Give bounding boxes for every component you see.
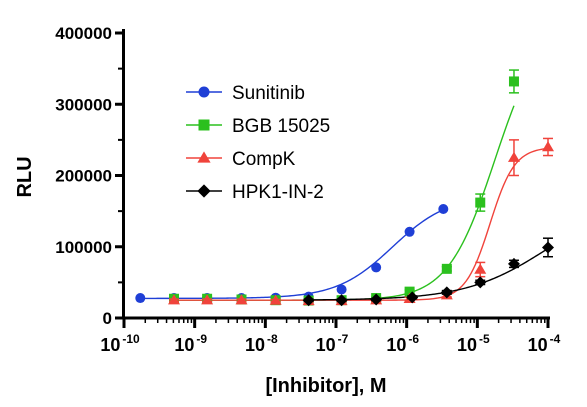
legend-marker — [198, 119, 210, 131]
x-tick-label: 10 -7 — [316, 332, 349, 355]
data-point — [404, 226, 415, 237]
x-axis-label: [Inhibitor], M — [265, 375, 386, 397]
data-point — [135, 293, 146, 304]
y-tick-label: 100000 — [55, 238, 112, 257]
legend-label: CompK — [232, 149, 296, 170]
legend: Sunitinib BGB 15025 CompK HPK1-IN-2 — [186, 83, 330, 203]
y-tick-label: 200000 — [55, 167, 112, 186]
legend-label: Sunitinib — [232, 83, 305, 104]
data-point — [235, 294, 248, 305]
data-point — [475, 197, 486, 208]
data-point — [404, 286, 415, 297]
data-point — [201, 294, 214, 305]
data-point — [336, 284, 347, 295]
fit-curve — [174, 105, 515, 301]
data-point — [371, 262, 382, 273]
axes: 0 100000 200000 300000 400000 10 -10 10 -9 10 -8 10… — [55, 24, 560, 355]
legend-marker — [197, 151, 211, 163]
fit-curve — [174, 147, 549, 301]
fit-curves — [140, 105, 549, 301]
data-point — [542, 141, 554, 152]
data-point — [168, 294, 181, 305]
y-tick-label: 300000 — [55, 95, 112, 114]
data-point — [508, 76, 519, 87]
data-point — [269, 294, 282, 305]
fit-curve — [308, 247, 549, 301]
y-tick-label: 400000 — [55, 24, 112, 43]
x-tick-label: 10 -6 — [386, 332, 419, 355]
legend-marker — [198, 86, 210, 98]
data-points — [135, 69, 554, 307]
data-point — [406, 291, 419, 304]
x-tick-label: 10 -10 — [100, 332, 140, 355]
legend-label: HPK1-IN-2 — [232, 182, 324, 203]
data-point — [507, 151, 520, 162]
fit-curve — [140, 209, 444, 300]
x-tick-label: 10 -4 — [528, 332, 561, 355]
x-tick-label: 10 -8 — [245, 332, 278, 355]
data-point — [335, 294, 348, 307]
data-point — [474, 263, 487, 274]
data-point — [440, 286, 453, 299]
data-point — [474, 276, 487, 289]
legend-label: BGB 15025 — [232, 116, 330, 137]
data-point — [441, 263, 452, 274]
x-tick-label: 10 -5 — [457, 332, 490, 355]
data-point — [370, 293, 383, 306]
data-point — [438, 203, 449, 214]
legend-marker — [197, 184, 211, 198]
y-tick-label: 0 — [103, 309, 112, 328]
y-axis-label: RLU — [14, 156, 36, 197]
data-point — [302, 294, 315, 307]
data-point — [542, 241, 554, 254]
x-tick-label: 10 -9 — [174, 332, 207, 355]
data-point — [507, 257, 520, 270]
